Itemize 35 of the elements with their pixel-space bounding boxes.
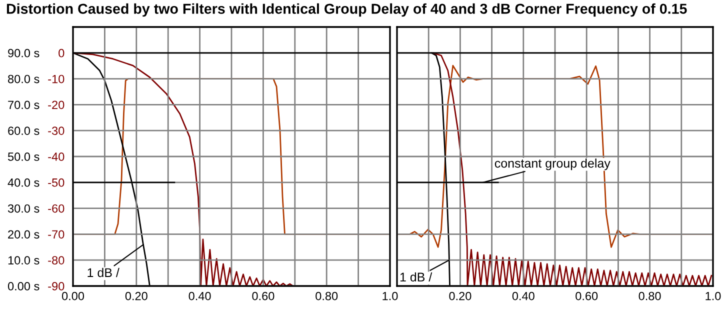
x-tick-label: 0.40 <box>188 292 211 300</box>
x-tick-label: 0.00 <box>62 292 84 300</box>
x-tick-label: 0.60 <box>576 292 598 300</box>
y-tick-label: 40.0 s <box>8 178 40 187</box>
y2-tick-label: -30 <box>48 126 64 135</box>
x-tick-label: 0.20 <box>449 292 472 300</box>
y2-tick-label: -60 <box>48 204 64 213</box>
y2-tick-label: 0 <box>58 48 64 58</box>
y-tick-label: 80.0 s <box>8 74 40 84</box>
y2-tick-label: -70 <box>48 230 64 239</box>
x-tick-label: 0.60 <box>252 292 274 300</box>
y-tick-label: 20.0 s <box>8 230 40 239</box>
x-tick-label: 0.80 <box>638 292 661 300</box>
y-tick-label: 60.0 s <box>8 126 40 135</box>
chart-title: Distortion Caused by two Filters with Identical Group Delay of 40 and 3 dB Corner Frequency of 0.15 <box>6 3 687 17</box>
y2-tick-label: -90 <box>48 282 64 290</box>
x-tick-label: 0.80 <box>316 292 338 300</box>
y2-tick-label: -10 <box>48 74 64 84</box>
annotation: constant group delay <box>494 158 610 170</box>
x-tick-label: 0.40 <box>512 292 534 300</box>
x-tick-label: 1.0 <box>382 292 398 300</box>
y-tick-label: 10.0 s <box>8 256 40 264</box>
y2-tick-label: -20 <box>48 100 64 110</box>
y-tick-label: 90.0 s <box>8 48 40 58</box>
y2-tick-label: -40 <box>48 152 64 161</box>
y-tick-label: 0.00 s <box>8 282 40 290</box>
y-tick-label: 30.0 s <box>8 204 40 213</box>
annotation: 1 dB / <box>400 272 432 282</box>
x-tick-label: 0.20 <box>125 292 148 300</box>
x-tick-label: 1.0 <box>706 292 721 300</box>
annotation: 1 dB / <box>88 268 120 278</box>
y-tick-label: 70.0 s <box>8 100 40 110</box>
y2-tick-label: -80 <box>48 256 64 264</box>
y-tick-label: 50.0 s <box>8 152 40 161</box>
y2-tick-label: -50 <box>48 178 64 187</box>
